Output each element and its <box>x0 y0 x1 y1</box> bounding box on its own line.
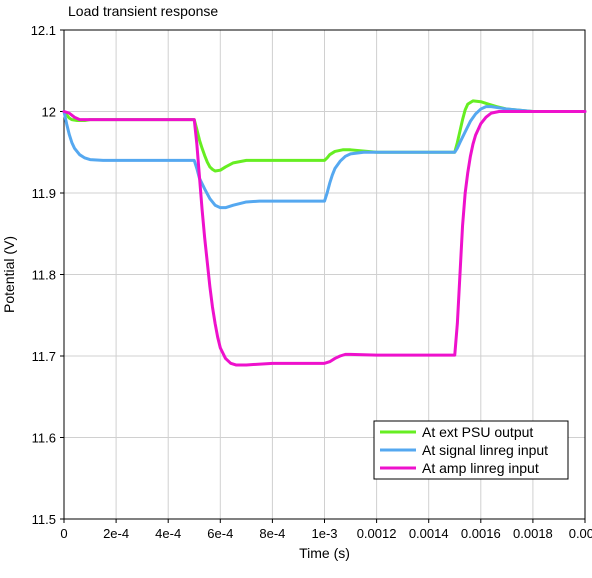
chart-title: Load transient response <box>68 3 218 19</box>
y-axis-title: Potential (V) <box>1 236 17 313</box>
series-line-2 <box>62 105 587 210</box>
y-axis: 11.5 11.6 11.7 11.8 11.9 12 12.1 <box>31 23 64 527</box>
legend-label: At signal linreg input <box>422 442 548 458</box>
x-axis-title: Time (s) <box>299 545 350 561</box>
y-tick-label: 11.8 <box>32 268 56 283</box>
x-tick-label: 0.0014 <box>409 526 449 541</box>
y-tick-label: 12.1 <box>31 23 56 38</box>
x-tick-label: 0.0016 <box>461 526 501 541</box>
x-tick-label: 2e-4 <box>103 526 129 541</box>
x-axis: 0 2e-4 4e-4 6e-4 8e-4 1e-3 0.0012 0.0014 0.0016 0… <box>60 519 592 541</box>
x-tick-label: 0.0012 <box>357 526 397 541</box>
legend: At ext PSU output At signal linreg input A… <box>373 420 569 480</box>
x-tick-label: 1e-3 <box>311 526 337 541</box>
x-tick-label: 8e-4 <box>259 526 285 541</box>
y-tick-label: 11.6 <box>32 431 56 446</box>
y-tick-label: 11.9 <box>32 186 56 201</box>
x-tick-label: 4e-4 <box>155 526 181 541</box>
x-tick-label: 6e-4 <box>207 526 233 541</box>
y-tick-label: 11.5 <box>32 512 56 527</box>
x-tick-label: 0 <box>60 526 67 541</box>
legend-label: At ext PSU output <box>422 424 533 440</box>
y-tick-label: 12 <box>42 105 56 120</box>
series-layer <box>62 99 587 367</box>
legend-label: At amp linreg input <box>422 460 539 476</box>
y-tick-label: 11.7 <box>32 349 56 364</box>
series-line-3 <box>62 110 587 367</box>
x-tick-label: 0.002 <box>569 526 592 541</box>
x-tick-label: 0.0018 <box>513 526 553 541</box>
